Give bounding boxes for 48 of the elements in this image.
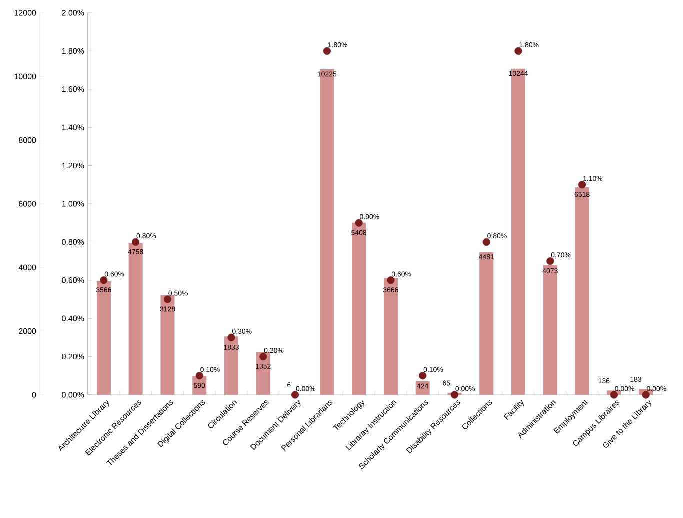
y2-tick-label: 1.40% xyxy=(62,124,84,130)
point xyxy=(387,276,395,284)
y2-tick-label: 0.60% xyxy=(62,278,84,284)
bar xyxy=(128,244,143,395)
y2-tick-label: 0.20% xyxy=(62,354,84,360)
point xyxy=(323,47,331,55)
point xyxy=(419,372,427,380)
y-tick-label: 4000 xyxy=(18,264,36,270)
bar xyxy=(480,252,494,395)
y-tick-label: 2000 xyxy=(19,328,36,334)
point xyxy=(291,391,300,399)
bar xyxy=(96,281,111,395)
y2-tick-label: 1.20% xyxy=(62,162,84,169)
bar xyxy=(543,265,558,395)
y-tick-label: 12000 xyxy=(14,10,36,16)
y2-tick-label: 0.40% xyxy=(62,316,84,322)
bar xyxy=(320,70,334,395)
y-tick-label: 0 xyxy=(32,392,36,398)
point xyxy=(610,391,618,399)
point xyxy=(355,219,363,227)
y-tick-label: 6000 xyxy=(19,201,36,207)
y-tick-label: 8000 xyxy=(19,137,36,144)
point xyxy=(228,334,236,342)
point xyxy=(132,238,140,246)
point xyxy=(196,372,204,380)
point xyxy=(100,276,108,284)
y2-tick-label: 0.80% xyxy=(62,239,84,246)
point xyxy=(546,257,554,266)
bar xyxy=(352,222,366,395)
bar xyxy=(224,336,238,395)
y-tick-label: 10000 xyxy=(14,74,36,80)
point xyxy=(260,353,268,361)
point xyxy=(578,181,586,189)
bar xyxy=(256,352,270,395)
bar xyxy=(575,188,590,395)
point xyxy=(450,391,459,399)
y2-tick-label: 1.60% xyxy=(62,86,84,92)
point xyxy=(514,47,522,55)
bar xyxy=(384,278,398,395)
point xyxy=(164,296,172,304)
y2-tick-label: 1.00% xyxy=(62,201,84,207)
y2-tick-label: 1.80% xyxy=(62,48,84,54)
y2-tick-label: 2.00% xyxy=(62,10,84,16)
bar xyxy=(160,295,175,395)
bar xyxy=(416,382,430,395)
point xyxy=(642,391,650,399)
y2-tick-label: 0.00% xyxy=(62,392,84,398)
point xyxy=(482,238,490,246)
